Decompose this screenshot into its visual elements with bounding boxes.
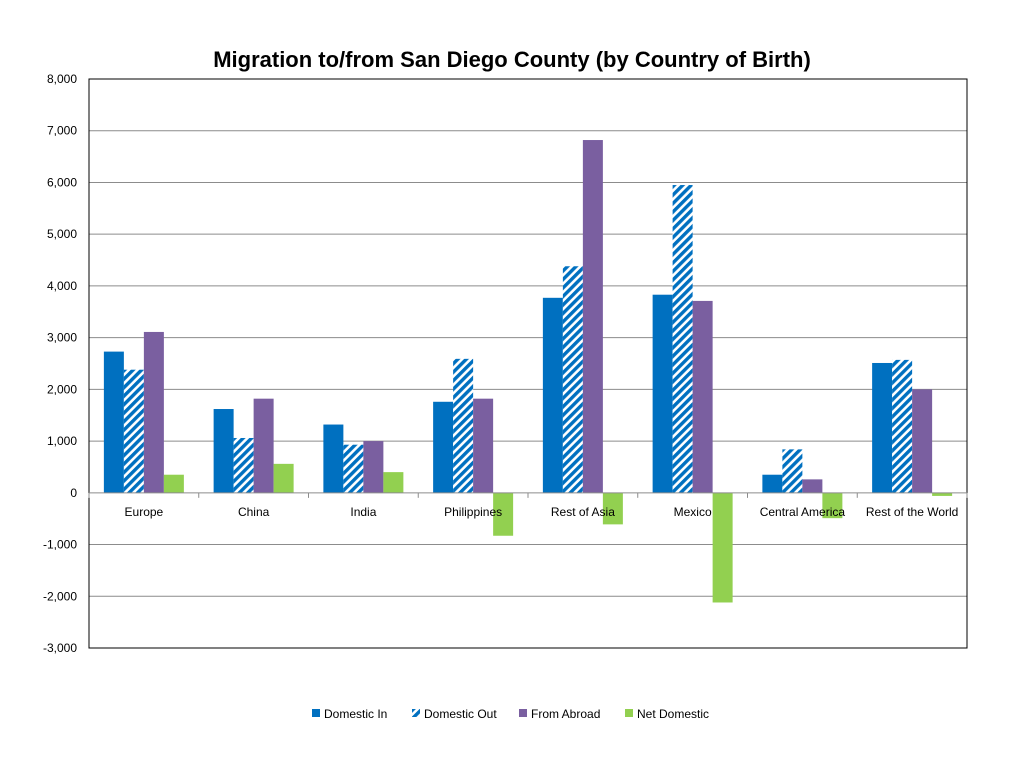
category-label: Philippines: [444, 505, 502, 519]
bar-from-abroad: [912, 389, 933, 493]
y-tick-label: 8,000: [47, 72, 77, 86]
category-label: Central America: [760, 505, 846, 519]
y-tick-label: 5,000: [47, 227, 77, 241]
category-label: India: [350, 505, 376, 519]
bar-net-domestic: [712, 492, 733, 603]
bar-domestic-out: [892, 359, 913, 493]
category-label: Mexico: [674, 505, 712, 519]
category-label: China: [238, 505, 270, 519]
bar-domestic-in: [652, 294, 673, 493]
y-tick-label: -1,000: [43, 538, 77, 552]
bar-net-domestic: [273, 463, 294, 493]
chart-title: Migration to/from San Diego County (by C…: [213, 47, 811, 72]
bar-net-domestic: [602, 492, 623, 525]
bar-domestic-in: [213, 409, 234, 493]
bar-domestic-in: [103, 351, 124, 493]
y-tick-label: 2,000: [47, 382, 77, 396]
category-label: Europe: [125, 505, 164, 519]
legend-swatch: [519, 709, 527, 717]
legend-swatch: [625, 709, 633, 717]
y-tick-label: 0: [70, 486, 77, 500]
bar-from-abroad: [692, 300, 713, 493]
category-label: Rest of Asia: [551, 505, 615, 519]
legend: Domestic In Domestic Out From Abroad Net Do…: [312, 707, 709, 721]
plot-area: 8,000 7,000 6,000 5,000 4,000 3,000 2,000 1,000…: [43, 72, 968, 655]
legend-label: Domestic In: [324, 707, 387, 721]
bar-net-domestic: [822, 492, 843, 519]
bar-from-abroad: [582, 140, 603, 493]
bar-domestic-out: [453, 358, 474, 493]
y-tick-label: 7,000: [47, 124, 77, 138]
bar-domestic-out: [233, 437, 254, 493]
bar-from-abroad: [473, 398, 494, 493]
y-tick-label: -2,000: [43, 589, 77, 603]
legend-swatch: [312, 709, 320, 717]
plot-border: [88, 78, 968, 649]
legend-swatch: [412, 709, 420, 717]
bar-domestic-out: [562, 266, 583, 493]
bar-domestic-out: [123, 369, 144, 493]
bar-from-abroad: [143, 331, 164, 493]
bar-domestic-out: [343, 444, 364, 493]
y-tick-label: 1,000: [47, 434, 77, 448]
bar-domestic-out: [782, 449, 803, 493]
legend-label: Domestic Out: [424, 707, 497, 721]
category-label: Rest of the World: [866, 505, 958, 519]
y-tick-label: -3,000: [43, 641, 77, 655]
bar-domestic-in: [872, 362, 893, 493]
y-tick-label: 4,000: [47, 279, 77, 293]
bar-domestic-out: [672, 185, 693, 493]
bar-net-domestic: [932, 492, 953, 496]
bar-domestic-in: [542, 297, 563, 493]
bar-net-domestic: [383, 472, 404, 493]
bar-net-domestic: [493, 492, 514, 536]
bar-domestic-in: [762, 474, 783, 493]
y-tick-label: 6,000: [47, 175, 77, 189]
bar-from-abroad: [363, 441, 384, 493]
legend-label: From Abroad: [531, 707, 600, 721]
legend-label: Net Domestic: [637, 707, 709, 721]
bar-from-abroad: [253, 398, 274, 493]
bar-net-domestic: [163, 474, 184, 493]
bar-domestic-in: [433, 401, 454, 493]
bar-from-abroad: [802, 479, 823, 493]
bar-domestic-in: [323, 424, 344, 493]
y-tick-label: 3,000: [47, 331, 77, 345]
